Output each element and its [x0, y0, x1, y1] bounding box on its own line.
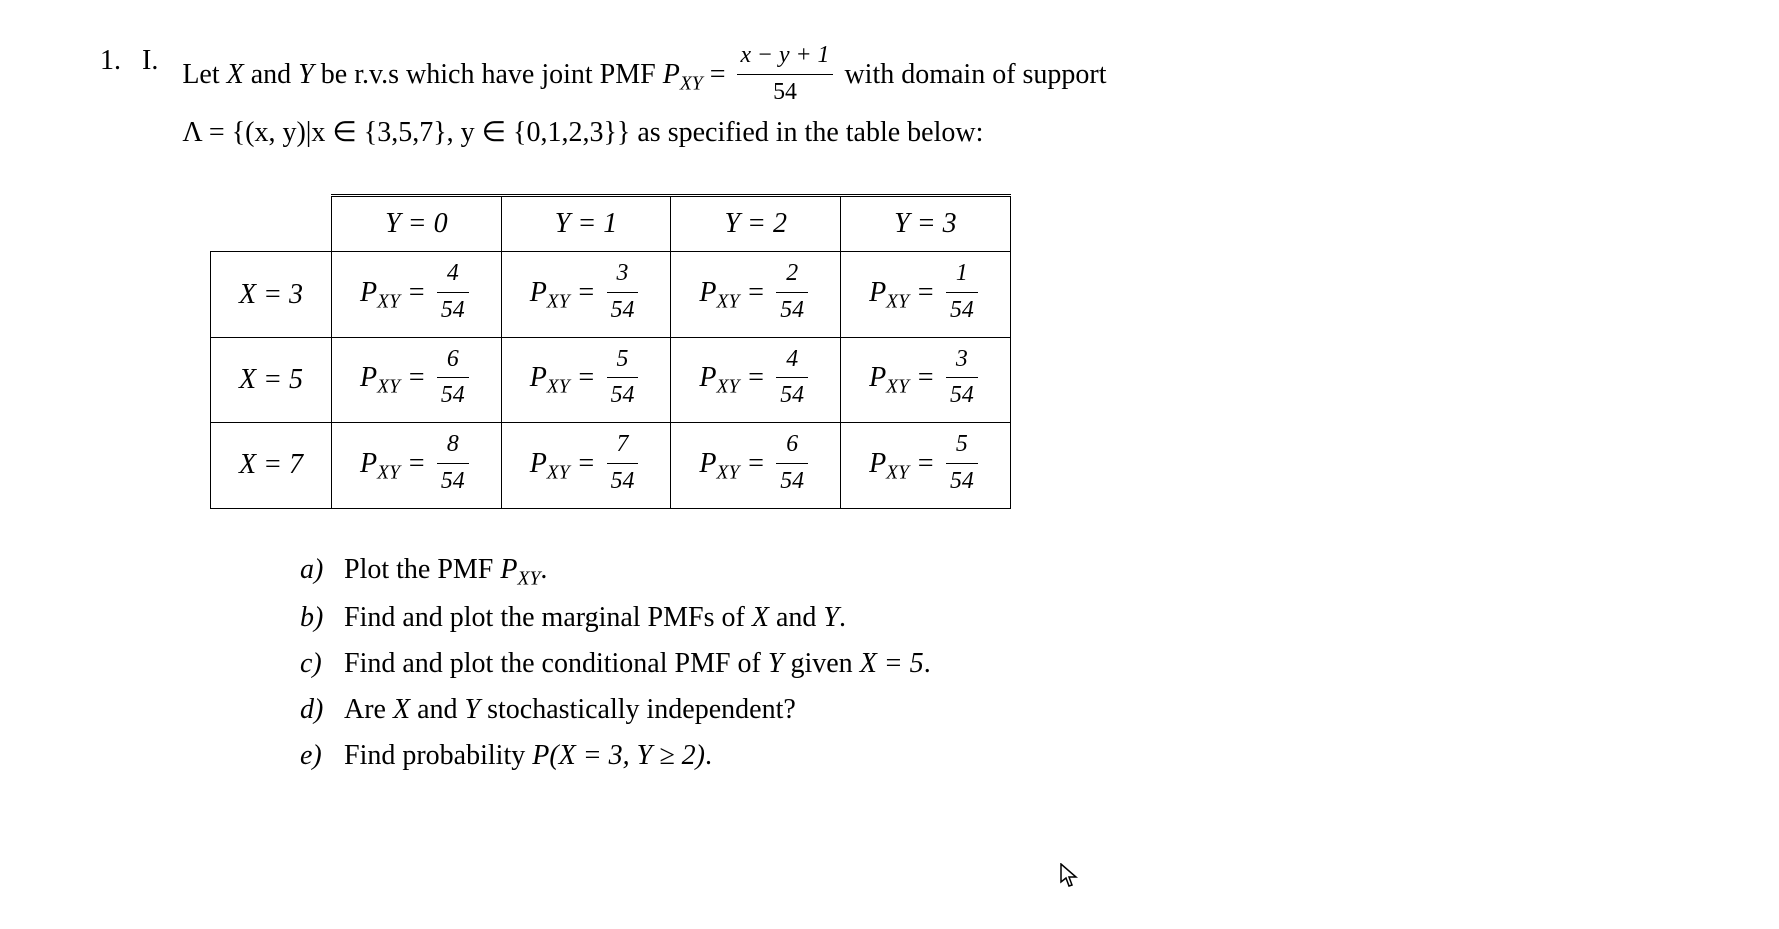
subpart-text: Are X and Y stochastically independent?	[344, 689, 796, 731]
subpart-c: c) Find and plot the conditional PMF of …	[300, 643, 1679, 685]
roman-number: I.	[142, 45, 158, 76]
subpart-text: Plot the PMF PXY.	[344, 549, 547, 594]
row-header: X = 7	[211, 423, 332, 508]
subpart-letter: d)	[300, 689, 344, 731]
table-cell: PXY = 554	[841, 423, 1011, 508]
table-body: X = 3 PXY = 454 PXY = 354 PXY = 254 PXY …	[211, 252, 1011, 508]
table-cell: PXY = 654	[671, 423, 841, 508]
table-cell: PXY = 754	[501, 423, 671, 508]
col-header: Y = 1	[501, 196, 671, 252]
cursor-icon	[1060, 860, 1080, 902]
table-row: X = 7 PXY = 854 PXY = 754 PXY = 654 PXY …	[211, 423, 1011, 508]
table-cell: PXY = 854	[332, 423, 502, 508]
col-header: Y = 2	[671, 196, 841, 252]
table-row: X = 3 PXY = 454 PXY = 354 PXY = 254 PXY …	[211, 252, 1011, 337]
pmf-fraction: x − y + 154	[737, 38, 834, 110]
problem-number: 1. I.	[100, 40, 158, 82]
col-header: Y = 0	[332, 196, 502, 252]
table-cell: PXY = 454	[671, 337, 841, 422]
intro-and: and	[244, 59, 298, 90]
table-cell: PXY = 254	[671, 252, 841, 337]
table-cell: PXY = 354	[841, 337, 1011, 422]
subpart-e: e) Find probability P(X = 3, Y ≥ 2).	[300, 735, 1679, 777]
support-post: as specified in the table below:	[630, 117, 983, 148]
intro-mid: be r.v.s which have joint PMF	[314, 59, 663, 90]
subpart-letter: a)	[300, 549, 344, 594]
table-cell: PXY = 354	[501, 252, 671, 337]
table-cell: PXY = 654	[332, 337, 502, 422]
subpart-b: b) Find and plot the marginal PMFs of X …	[300, 597, 1679, 639]
frac-num: x − y + 1	[737, 38, 834, 74]
col-header: Y = 3	[841, 196, 1011, 252]
row-header: X = 3	[211, 252, 332, 337]
table-cell: PXY = 154	[841, 252, 1011, 337]
table-corner	[211, 196, 332, 252]
subpart-letter: e)	[300, 735, 344, 777]
support-set: {(x, y)|x ∈ {3,5,7}, y ∈ {0,1,2,3}}	[232, 117, 631, 148]
table-cell: PXY = 454	[332, 252, 502, 337]
subpart-text: Find and plot the conditional PMF of Y g…	[344, 643, 931, 685]
subpart-letter: b)	[300, 597, 344, 639]
subpart-letter: c)	[300, 643, 344, 685]
subparts-list: a) Plot the PMF PXY. b) Find and plot th…	[300, 549, 1679, 778]
subpart-d: d) Are X and Y stochastically independen…	[300, 689, 1679, 731]
pmf-sub: XY	[680, 73, 703, 94]
support-pre: Λ =	[182, 117, 231, 148]
pmf-P: P	[663, 59, 680, 90]
pmf-table-wrap: Y = 0 Y = 1 Y = 2 Y = 3 X = 3 PXY = 454 …	[210, 194, 1679, 508]
table-row: X = 5 PXY = 654 PXY = 554 PXY = 454 PXY …	[211, 337, 1011, 422]
problem-intro: 1. I. Let X and Y be r.v.s which have jo…	[100, 40, 1679, 154]
row-header: X = 5	[211, 337, 332, 422]
intro-post: with domain of support	[837, 59, 1106, 90]
equals: =	[703, 59, 733, 90]
frac-den: 54	[737, 74, 834, 111]
outer-number: 1.	[100, 45, 121, 76]
pmf-table: Y = 0 Y = 1 Y = 2 Y = 3 X = 3 PXY = 454 …	[210, 194, 1011, 508]
subpart-text: Find and plot the marginal PMFs of X and…	[344, 597, 846, 639]
var-y: Y	[298, 59, 314, 90]
table-cell: PXY = 554	[501, 337, 671, 422]
intro-pre: Let	[182, 59, 226, 90]
subpart-a: a) Plot the PMF PXY.	[300, 549, 1679, 594]
var-x: X	[227, 59, 244, 90]
subpart-text: Find probability P(X = 3, Y ≥ 2).	[344, 735, 712, 777]
intro-body: Let X and Y be r.v.s which have joint PM…	[182, 40, 1679, 154]
